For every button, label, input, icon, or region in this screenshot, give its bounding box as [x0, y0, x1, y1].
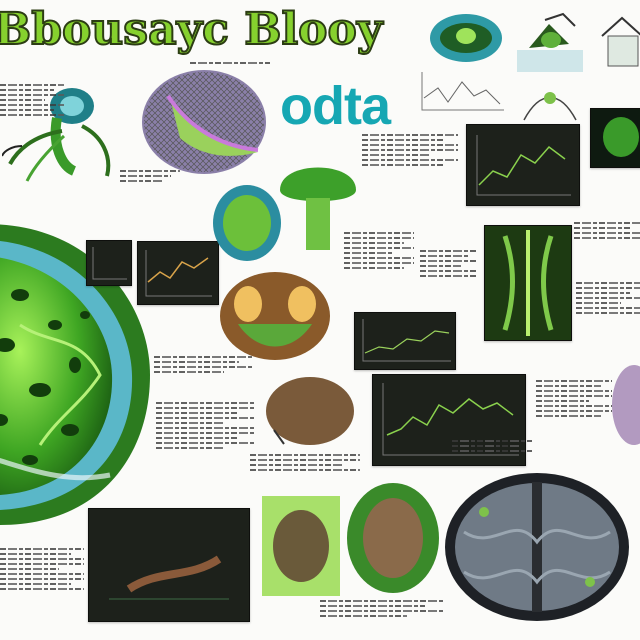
text-block [320, 600, 444, 638]
text-block [420, 250, 478, 310]
large-cell-illustration [0, 205, 160, 535]
mesh-organ-illustration [140, 68, 268, 176]
dark-chart-panel-1 [466, 124, 580, 206]
house-diagram-illustration [598, 12, 640, 72]
dark-chart-panel-2 [137, 241, 219, 305]
frog-head-icon [220, 272, 330, 360]
text-block [0, 548, 84, 638]
text-block [344, 232, 414, 306]
shelter-icon [601, 16, 640, 67]
plant-tissue-panel [484, 225, 572, 341]
eye-icon [430, 14, 502, 62]
text-block [250, 454, 360, 488]
text-block [190, 62, 270, 68]
dark-chart-panel-3 [354, 312, 456, 370]
insect-icon [517, 12, 583, 72]
mushroom-illustration [276, 150, 360, 260]
seed-illustration [264, 374, 356, 448]
nerve-specimen-illustration [444, 472, 630, 622]
dark-chart-panel-5 [86, 240, 132, 286]
text-block [576, 282, 640, 352]
dark-specimen-panel [590, 108, 640, 168]
flower-cell-illustration [610, 360, 640, 450]
eye-specimen-illustration [428, 10, 504, 66]
text-block [452, 440, 532, 470]
cell-sphere-illustration [212, 184, 282, 262]
dark-specimen-panel-2 [88, 508, 250, 622]
text-block [362, 134, 458, 194]
mushroom-organism-icon [280, 167, 356, 250]
poster-subtitle: odta [280, 76, 391, 136]
insect-illustration [515, 10, 585, 74]
frog-head-illustration [218, 264, 332, 362]
text-block [154, 356, 254, 396]
nerve-specimen-icon [445, 473, 629, 621]
text-block [120, 170, 180, 200]
poster-title: Bbousayc Blooy [0, 3, 383, 56]
text-block [536, 380, 612, 460]
cell-cluster-illustration [346, 482, 440, 594]
text-block [0, 84, 64, 144]
text-block [574, 222, 640, 262]
line-sketch-chart [418, 68, 506, 114]
text-block [156, 402, 254, 496]
organ-icon [142, 70, 266, 174]
plant-node-illustration [520, 80, 580, 130]
cell-cross-section-icon [0, 224, 150, 525]
tissue-cluster-illustration [262, 496, 340, 596]
